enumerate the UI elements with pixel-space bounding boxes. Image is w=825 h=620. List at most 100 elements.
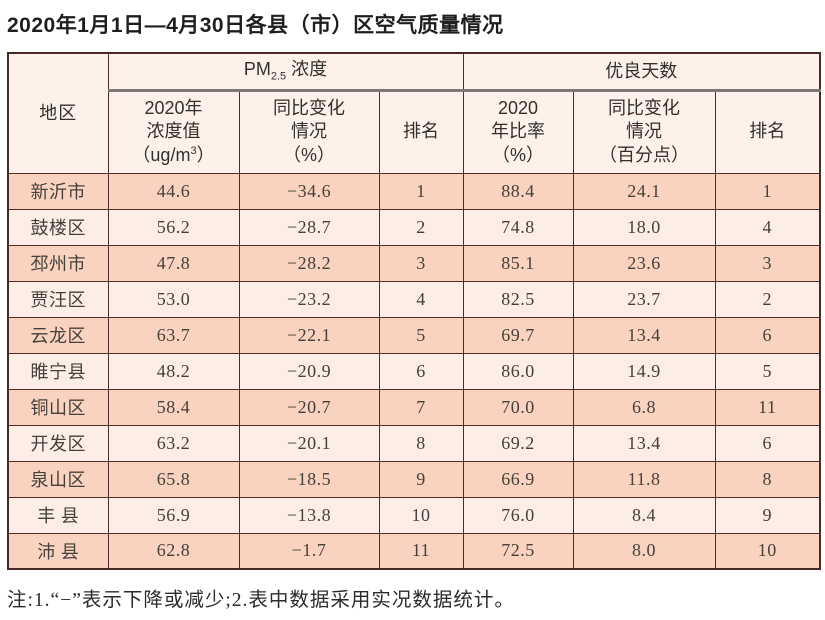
- table-body: 新沂市 44.6 −34.6 1 88.4 24.1 1 鼓楼区 56.2 −2…: [7, 172, 821, 570]
- cell-pm-change: −23.2: [238, 280, 380, 318]
- cell-pm-change: −1.7: [238, 532, 380, 570]
- column-header-good-rate: 2020 年比率 （%）: [462, 89, 574, 174]
- cell-good-rate: 85.1: [462, 244, 574, 282]
- column-group-good-days: 优良天数: [462, 52, 821, 92]
- cell-pm-value: 65.8: [107, 460, 240, 498]
- cell-good-rank: 6: [714, 316, 821, 354]
- cell-region: 睢宁县: [7, 352, 109, 390]
- cell-region: 沛 县: [7, 532, 109, 570]
- cell-good-rate: 72.5: [462, 532, 574, 570]
- cell-pm-change: −28.7: [238, 208, 380, 246]
- cell-good-change: 18.0: [572, 208, 716, 246]
- cell-pm-rank: 7: [378, 388, 464, 426]
- cell-good-rate: 76.0: [462, 496, 574, 534]
- header-sub-row: 2020年 浓度值 （ug/m3） 同比变化 情况 （%） 排名 2020 年比…: [8, 89, 821, 174]
- cell-good-change: 13.4: [572, 424, 716, 462]
- cell-pm-rank: 6: [378, 352, 464, 390]
- table-row: 新沂市 44.6 −34.6 1 88.4 24.1 1: [7, 172, 821, 210]
- cell-good-rate: 86.0: [462, 352, 574, 390]
- cell-pm-change: −20.7: [238, 388, 380, 426]
- column-header-good-change: 同比变化 情况 （百分点）: [572, 89, 716, 174]
- cell-pm-value: 63.2: [107, 424, 240, 462]
- cell-good-rank: 4: [714, 208, 821, 246]
- header-group-row: 地区 PM2.5 浓度 优良天数: [7, 52, 821, 174]
- cell-region: 云龙区: [7, 316, 109, 354]
- cell-pm-value: 63.7: [107, 316, 240, 354]
- pm-value-unit-prefix: （ug/m: [132, 144, 191, 165]
- cell-pm-rank: 1: [378, 172, 464, 210]
- cell-good-rank: 9: [714, 496, 821, 534]
- table-row: 铜山区 58.4 −20.7 7 70.0 6.8 11: [7, 388, 821, 426]
- cell-pm-rank: 5: [378, 316, 464, 354]
- cell-good-change: 11.8: [572, 460, 716, 498]
- table-row: 鼓楼区 56.2 −28.7 2 74.8 18.0 4: [7, 208, 821, 246]
- cell-good-rank: 11: [714, 388, 821, 426]
- table-row: 丰 县 56.9 −13.8 10 76.0 8.4 9: [7, 496, 821, 534]
- table-row: 云龙区 63.7 −22.1 5 69.7 13.4 6: [7, 316, 821, 354]
- cell-pm-change: −18.5: [238, 460, 380, 498]
- page-title: 2020年1月1日—4月30日各县（市）区空气质量情况: [7, 14, 504, 37]
- table-row: 开发区 63.2 −20.1 8 69.2 13.4 6: [7, 424, 821, 462]
- cell-good-change: 13.4: [572, 316, 716, 354]
- cell-pm-rank: 3: [378, 244, 464, 282]
- cell-region: 开发区: [7, 424, 109, 462]
- cell-good-rank: 3: [714, 244, 821, 282]
- pm-value-unit-suffix: ）: [196, 144, 215, 165]
- cell-pm-change: −34.6: [238, 172, 380, 210]
- cell-pm-value: 62.8: [107, 532, 240, 570]
- cell-good-rate: 70.0: [462, 388, 574, 426]
- pm-value-line1: 2020年: [144, 98, 203, 119]
- cell-pm-rank: 9: [378, 460, 464, 498]
- pm-change-line2: 情况: [291, 121, 327, 142]
- cell-good-change: 23.6: [572, 244, 716, 282]
- column-header-region: 地区: [7, 52, 109, 174]
- cell-pm-change: −20.1: [238, 424, 380, 462]
- cell-good-rate: 69.2: [462, 424, 574, 462]
- cell-pm-rank: 10: [378, 496, 464, 534]
- cell-pm-value: 47.8: [107, 244, 240, 282]
- pm-change-line1: 同比变化: [273, 98, 345, 119]
- cell-good-change: 8.4: [572, 496, 716, 534]
- cell-good-rate: 82.5: [462, 280, 574, 318]
- table-header: 地区 PM2.5 浓度 优良天数 2020年 浓度值 （ug/m3） 同比变化 …: [7, 52, 821, 174]
- cell-good-rate: 74.8: [462, 208, 574, 246]
- good-rate-line2: 年比率: [491, 121, 546, 142]
- good-change-line2: 情况: [626, 121, 663, 142]
- cell-pm-value: 56.2: [107, 208, 240, 246]
- cell-good-change: 8.0: [572, 532, 716, 570]
- cell-region: 鼓楼区: [7, 208, 109, 246]
- good-rate-line1: 2020: [498, 98, 539, 119]
- cell-pm-rank: 2: [378, 208, 464, 246]
- cell-pm-change: −22.1: [238, 316, 380, 354]
- table-row: 沛 县 62.8 −1.7 11 72.5 8.0 10: [7, 532, 821, 570]
- cell-region: 新沂市: [7, 172, 109, 210]
- pm25-label-subscript: 2.5: [270, 71, 287, 83]
- cell-good-rank: 8: [714, 460, 821, 498]
- cell-region: 泉山区: [7, 460, 109, 498]
- cell-pm-value: 53.0: [107, 280, 240, 318]
- pm-value-line2: 浓度值: [146, 121, 201, 142]
- table-row: 睢宁县 48.2 −20.9 6 86.0 14.9 5: [7, 352, 821, 390]
- cell-pm-change: −20.9: [238, 352, 380, 390]
- table-row: 贾汪区 53.0 −23.2 4 82.5 23.7 2: [7, 280, 821, 318]
- cell-good-rank: 6: [714, 424, 821, 462]
- cell-good-change: 23.7: [572, 280, 716, 318]
- cell-good-rank: 5: [714, 352, 821, 390]
- cell-pm-rank: 11: [378, 532, 464, 570]
- cell-good-change: 24.1: [572, 172, 716, 210]
- column-header-pm-value: 2020年 浓度值 （ug/m3）: [107, 89, 240, 174]
- column-header-good-rank: 排名: [714, 89, 821, 174]
- cell-good-rate: 69.7: [462, 316, 574, 354]
- cell-pm-value: 58.4: [107, 388, 240, 426]
- cell-good-rate: 88.4: [462, 172, 574, 210]
- cell-good-change: 6.8: [572, 388, 716, 426]
- good-change-unit: （百分点）: [599, 144, 690, 165]
- cell-region: 邳州市: [7, 244, 109, 282]
- cell-pm-rank: 4: [378, 280, 464, 318]
- table-row: 泉山区 65.8 −18.5 9 66.9 11.8 8: [7, 460, 821, 498]
- good-rate-unit: （%）: [492, 144, 545, 165]
- cell-pm-change: −13.8: [238, 496, 380, 534]
- cell-good-rate: 66.9: [462, 460, 574, 498]
- table-row: 邳州市 47.8 −28.2 3 85.1 23.6 3: [7, 244, 821, 282]
- air-quality-table: 地区 PM2.5 浓度 优良天数 2020年 浓度值 （ug/m3） 同比变化 …: [7, 52, 822, 570]
